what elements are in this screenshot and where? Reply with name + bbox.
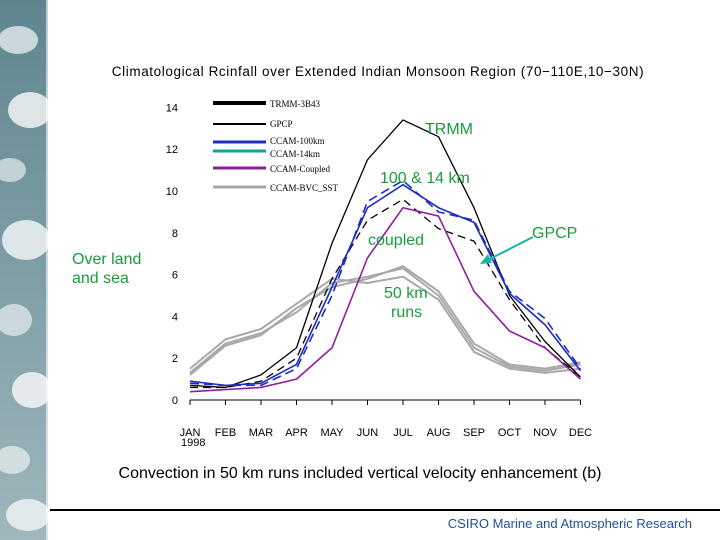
- year-label: 1998: [181, 437, 205, 449]
- x-tick-label: JAN: [180, 427, 201, 439]
- x-tick-label: JUN: [357, 427, 378, 439]
- x-tick-label: JUL: [393, 427, 413, 439]
- series-line: [189, 206, 582, 393]
- annotation-over-land-sea: Over land and sea: [72, 251, 146, 287]
- x-tick-label: MAY: [320, 427, 344, 439]
- rainfall-chart: 0 2 4 6 8 10 12 14 JAN FEB MAR APR MAY JUN JUL AUG SEP OC…: [72, 64, 644, 449]
- annotation-50km-runs: 50 km runs: [384, 285, 432, 321]
- y-tick-label: 6: [172, 270, 178, 282]
- series-line: [189, 267, 581, 374]
- series-line: [189, 265, 581, 376]
- annotation-trmm: TRMM: [425, 121, 473, 138]
- legend-label: TRMM-3B43: [270, 99, 321, 109]
- x-tick-label: FEB: [215, 427, 236, 439]
- gpcp-arrow: [480, 236, 534, 264]
- y-tick-label: 0: [172, 395, 178, 407]
- y-tick-label: 4: [172, 311, 178, 323]
- legend-label: CCAM-100km: [270, 136, 325, 146]
- legend-label: GPCP: [270, 119, 293, 129]
- series-line: [190, 198, 581, 389]
- footer-divider: [50, 509, 720, 511]
- x-tick-label: AUG: [427, 427, 451, 439]
- annotation-100-14-km: 100 & 14 km: [380, 170, 470, 187]
- series-line: [189, 119, 581, 389]
- x-tick-label: OCT: [498, 427, 522, 439]
- series-line: [189, 275, 581, 374]
- y-tick-label: 8: [172, 228, 178, 240]
- x-tick-label: APR: [285, 427, 308, 439]
- y-tick-label: 2: [172, 353, 178, 365]
- series-line: [189, 179, 582, 387]
- legend-label: CCAM-14km: [270, 149, 320, 159]
- x-tick-label: DEC: [569, 427, 592, 439]
- series-line: [189, 183, 582, 387]
- footer-text: CSIRO Marine and Atmospheric Research: [447, 516, 692, 531]
- y-tick-label: 10: [166, 186, 178, 198]
- annotation-coupled: coupled: [368, 232, 424, 249]
- x-tick-label: NOV: [533, 427, 558, 439]
- x-tick-label: SEP: [463, 427, 485, 439]
- caption: Convection in 50 km runs included vertic…: [118, 465, 602, 482]
- y-tick-label: 14: [166, 102, 178, 114]
- legend-label: CCAM-BVC_SST: [270, 183, 339, 193]
- legend-label: CCAM-Coupled: [270, 164, 331, 174]
- sidebar-cloud-image: [0, 0, 48, 540]
- x-tick-label: MAR: [249, 427, 274, 439]
- chart-title: Climatological Rcinfall over Extended In…: [112, 64, 644, 79]
- y-tick-label: 12: [166, 144, 178, 156]
- annotation-gpcp: GPCP: [532, 225, 577, 242]
